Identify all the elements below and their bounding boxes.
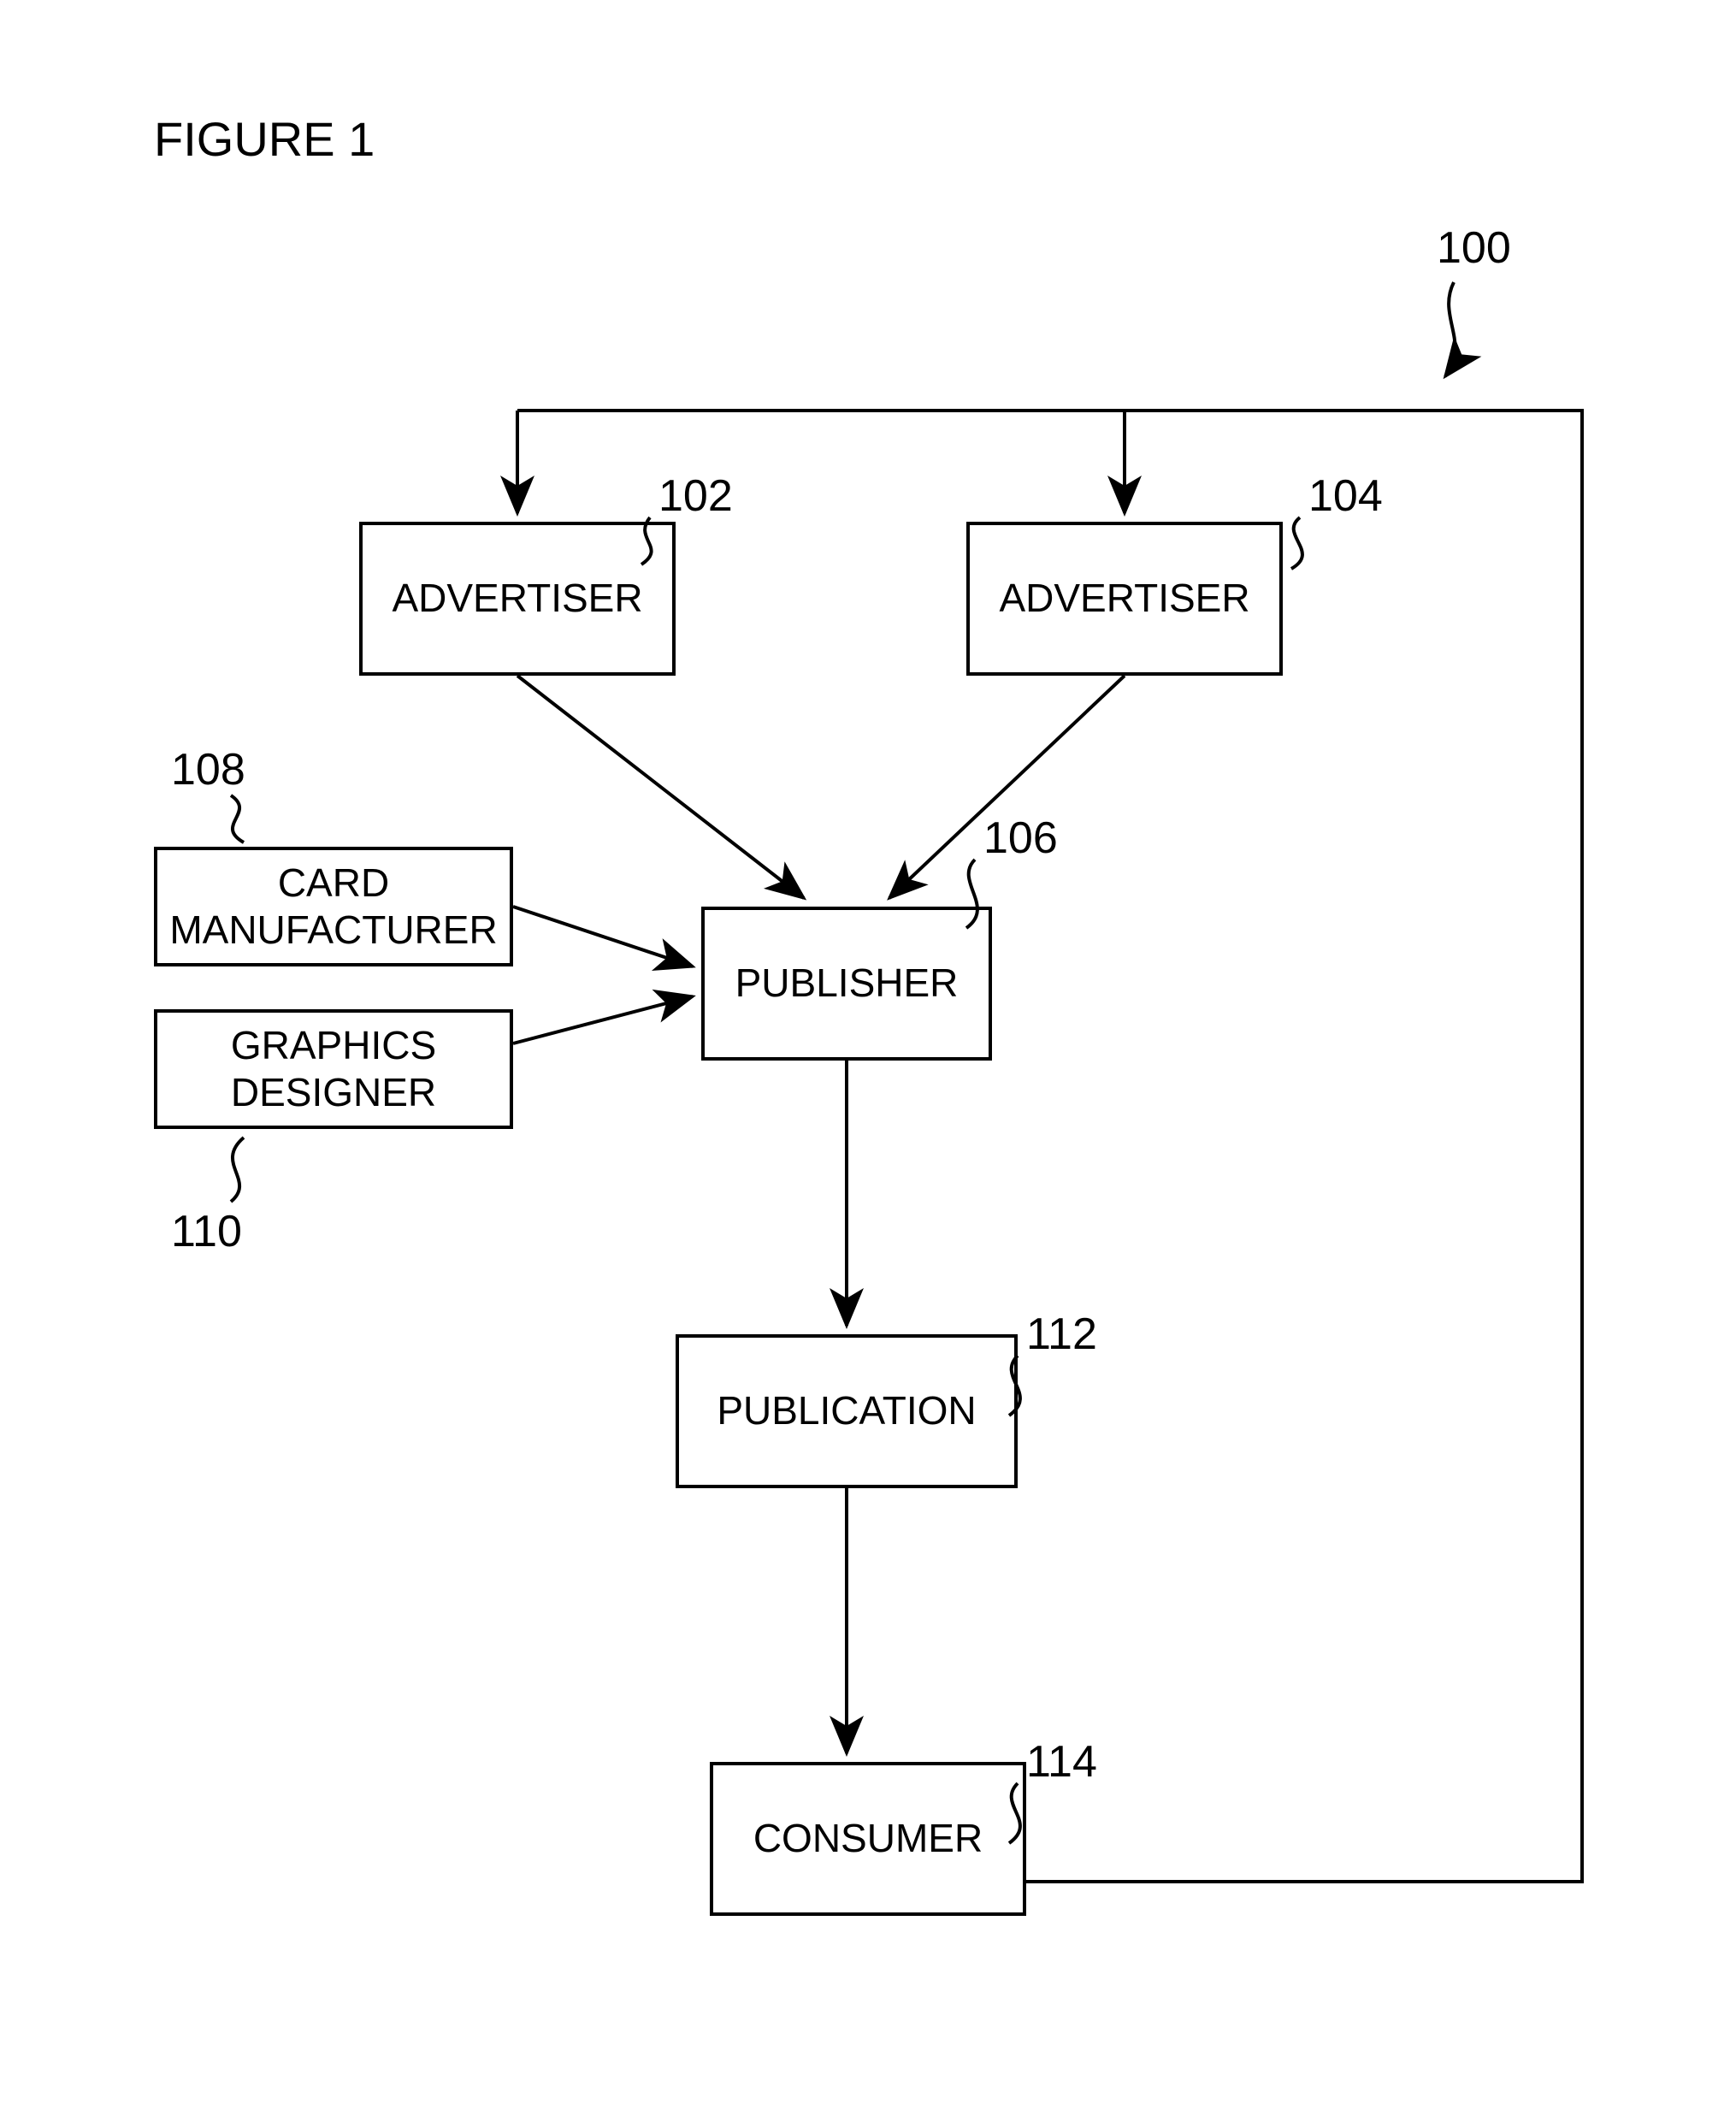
node-label: ADVERTISER: [392, 575, 642, 622]
ref-label-106: 106: [983, 813, 1058, 864]
ref-label-104: 104: [1308, 470, 1383, 522]
ref-label-114: 114: [1026, 1736, 1097, 1788]
ref-label-102: 102: [658, 470, 733, 522]
node-label: PUBLISHER: [735, 960, 959, 1007]
node-label: ADVERTISER: [999, 575, 1249, 622]
ref-label-112: 112: [1026, 1309, 1097, 1360]
node-label: CONSUMER: [753, 1815, 983, 1862]
node-label: CARD MANUFACTURER: [169, 860, 497, 954]
node-label: PUBLICATION: [717, 1387, 976, 1434]
node-advertiser2: ADVERTISER: [966, 522, 1283, 676]
node-cardmfr: CARD MANUFACTURER: [154, 847, 513, 966]
node-consumer: CONSUMER: [710, 1762, 1026, 1916]
diagram-container: FIGURE 1 ADVERTISER ADVERTISER PUBLISHER…: [0, 0, 1736, 2110]
ref-label-100: 100: [1437, 222, 1511, 274]
ref-label-108: 108: [171, 744, 245, 795]
node-graphics: GRAPHICS DESIGNER: [154, 1009, 513, 1129]
node-publisher: PUBLISHER: [701, 907, 992, 1061]
node-publication: PUBLICATION: [676, 1334, 1018, 1488]
figure-title: FIGURE 1: [154, 111, 375, 167]
node-advertiser1: ADVERTISER: [359, 522, 676, 676]
ref-label-110: 110: [171, 1206, 242, 1257]
node-label: GRAPHICS DESIGNER: [231, 1022, 436, 1116]
